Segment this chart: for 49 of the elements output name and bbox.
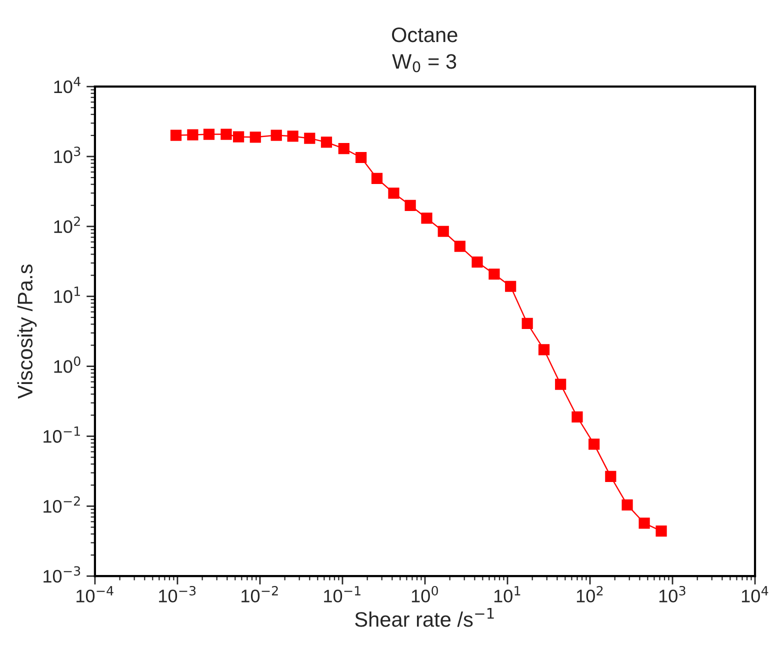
- point: [170, 130, 182, 141]
- point: [203, 128, 215, 140]
- y-tick-label: 10$^{2}$: [54, 216, 80, 234]
- point: [356, 152, 367, 164]
- point: [304, 132, 316, 144]
- x-tick-label: 10$^{−3}$: [159, 586, 196, 602]
- y-tick-label: 10$^{−2}$: [44, 496, 80, 513]
- point: [488, 268, 500, 280]
- point: [220, 128, 232, 140]
- point: [656, 526, 667, 537]
- point: [320, 136, 332, 148]
- point: [338, 142, 350, 154]
- x-tick-label: 10$^{3}$: [659, 586, 686, 602]
- y-tick-label: 10$^{1}$: [54, 286, 80, 303]
- point: [472, 256, 483, 268]
- point: [622, 499, 633, 511]
- x-axis-title: Shear rate /s$^{−1}$: [355, 608, 494, 627]
- x-tick-label: 10$^{4}$: [742, 586, 768, 602]
- point: [287, 130, 298, 142]
- point: [538, 344, 550, 356]
- point: [270, 130, 282, 141]
- x-tick-label: 10$^{1}$: [494, 586, 520, 602]
- point: [388, 188, 400, 199]
- point: [555, 378, 566, 390]
- y-tick-label: 10$^{4}$: [54, 76, 80, 94]
- y-tick-label: 10$^{−1}$: [44, 426, 80, 443]
- y-tick-label: 10$^{0}$: [54, 356, 80, 373]
- x-tick-label: 10$^{2}$: [576, 586, 603, 602]
- point: [588, 438, 600, 450]
- x-tick-label: 10$^{−1}$: [324, 586, 360, 602]
- x-tick-label: 10$^{−2}$: [242, 586, 278, 602]
- y-tick-label: 10$^{3}$: [54, 146, 80, 164]
- point: [404, 200, 416, 211]
- point: [522, 318, 533, 330]
- point: [638, 518, 650, 529]
- point: [572, 411, 583, 422]
- chart-subtitle: W$_{0}$ = 3: [392, 54, 456, 72]
- y-tick-label: 10$^{−3}$: [44, 566, 80, 583]
- point: [371, 172, 383, 184]
- point: [505, 280, 516, 292]
- point: [605, 470, 616, 482]
- point: [187, 129, 198, 140]
- point: [421, 212, 432, 224]
- chart-title: Octane: [392, 27, 458, 42]
- x-tick-label: 10$^{−4}$: [76, 586, 114, 602]
- point: [454, 240, 466, 252]
- point: [438, 226, 449, 237]
- y-axis-title: Viscosity /Pa.s: [17, 264, 37, 399]
- x-tick-label: 10$^{0}$: [412, 586, 438, 602]
